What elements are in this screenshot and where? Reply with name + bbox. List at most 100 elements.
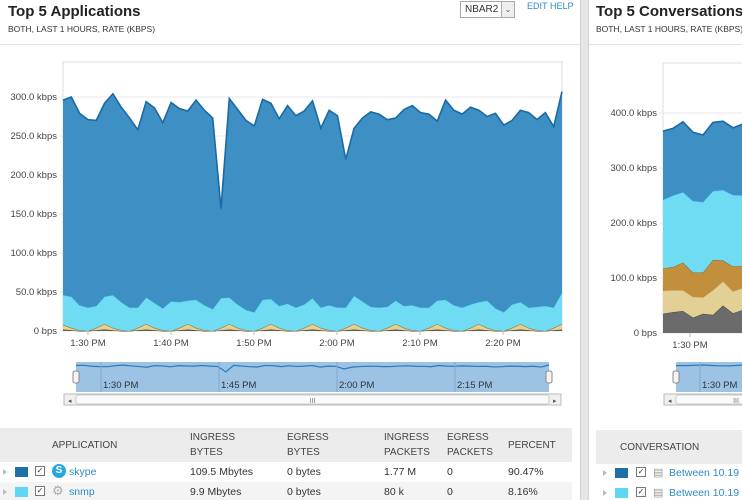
x-tick-label: 2:10 PM xyxy=(402,338,437,349)
navigator-handle[interactable] xyxy=(672,370,680,384)
scrollbar-grip-icon: III xyxy=(310,398,316,405)
table-row: ✓ ⚙ snmp 9.9 Mbytes 0 bytes 80 k 0 8.16% xyxy=(0,482,572,500)
y-tick-label: 300.0 kbps xyxy=(11,92,58,103)
col-ingress-packets[interactable]: INGRESS PACKETS xyxy=(384,430,430,460)
scroll-left-arrow-icon[interactable]: ◂ xyxy=(668,398,672,405)
expand-icon[interactable] xyxy=(603,470,607,476)
navigator-label: 2:00 PM xyxy=(339,380,374,391)
y-tick-label: 150.0 kbps xyxy=(11,209,58,220)
navigator-label: 1:30 PM xyxy=(103,380,138,391)
panel-title: Top 5 Applications xyxy=(8,3,141,20)
navigator-area xyxy=(676,362,742,392)
series-area-series-2 xyxy=(63,323,562,331)
panel-subtitle: BOTH, LAST 1 HOURS, RATE (KBPS) xyxy=(596,24,742,34)
percent: 8.16% xyxy=(508,486,538,498)
y-tick-label: 400.0 kbps xyxy=(611,108,658,119)
y-tick-label: 200.0 kbps xyxy=(611,218,658,229)
series-line xyxy=(62,91,563,209)
header-line: BYTES xyxy=(287,447,320,458)
series-line xyxy=(662,120,742,136)
x-tick-label: 2:20 PM xyxy=(485,338,520,349)
table-header: CONVERSATION xyxy=(596,430,742,464)
scroll-right-arrow-icon[interactable]: ▸ xyxy=(553,398,557,405)
col-application[interactable]: APPLICATION xyxy=(52,440,118,451)
scroll-left-arrow-icon[interactable]: ◂ xyxy=(68,398,72,405)
select-value: NBAR2 xyxy=(465,4,499,15)
series-area-series-1 xyxy=(663,305,742,333)
y-tick-label: 250.0 kbps xyxy=(11,131,58,142)
scrollbar-grip-icon: III xyxy=(733,398,739,405)
ingress-bytes: 9.9 Mbytes xyxy=(190,486,242,498)
app-name-link[interactable]: skype xyxy=(69,466,97,478)
applications-chart[interactable]: 0 bps 50.0 kbps 100.0 kbps 150.0 kbps 200.0 … xyxy=(0,0,580,420)
color-swatch xyxy=(15,487,28,497)
scrollbar-thumb[interactable] xyxy=(675,394,742,405)
chevron-down-icon: ⌄ xyxy=(501,2,514,17)
row-checkbox[interactable]: ✓ xyxy=(35,486,45,496)
navigator-label: 1:45 PM xyxy=(221,380,256,391)
conversation-link[interactable]: Between 10.19 xyxy=(669,487,740,499)
y-tick-label: 300.0 kbps xyxy=(611,163,658,174)
percent: 90.47% xyxy=(508,466,544,478)
color-swatch xyxy=(615,488,628,498)
header-line: EGRESS xyxy=(287,432,329,443)
navigator-line xyxy=(75,364,550,373)
color-swatch xyxy=(15,467,28,477)
conversation-link[interactable]: Between 10.19 xyxy=(669,467,740,479)
scrollbar-thumb[interactable] xyxy=(75,394,550,405)
conversation-icon: ▤ xyxy=(653,467,664,479)
expand-icon[interactable] xyxy=(3,469,7,475)
app-name-link[interactable]: snmp xyxy=(69,486,95,498)
ingress-packets: 80 k xyxy=(384,486,404,498)
series-area-series-3 xyxy=(663,259,742,298)
edit-link[interactable]: EDIT xyxy=(527,1,548,11)
table-header: APPLICATION INGRESS BYTES EGRESS BYTES ING… xyxy=(0,428,572,462)
header-line: INGRESS xyxy=(384,432,430,443)
egress-bytes: 0 bytes xyxy=(287,466,321,478)
col-ingress-bytes[interactable]: INGRESS BYTES xyxy=(190,430,235,460)
navigator-handle[interactable] xyxy=(545,370,553,384)
y-tick-label: 50.0 kbps xyxy=(16,287,57,298)
gear-icon: ⚙ xyxy=(52,483,64,498)
x-tick-label: 2:00 PM xyxy=(319,338,354,349)
top-applications-panel: Top 5 Applications BOTH, LAST 1 HOURS, R… xyxy=(0,0,580,500)
conversation-icon: ▤ xyxy=(653,487,664,499)
panel-splitter[interactable] xyxy=(580,0,589,500)
expand-icon[interactable] xyxy=(603,490,607,496)
nbar-select[interactable]: NBAR2 ⌄ xyxy=(460,1,515,18)
col-egress-packets[interactable]: EGRESS PACKETS xyxy=(447,430,493,460)
top-conversations-panel: Top 5 Conversations BOTH, LAST 1 HOURS, … xyxy=(589,0,742,500)
y-tick-label: 200.0 kbps xyxy=(11,170,58,181)
col-percent[interactable]: PERCENT xyxy=(508,440,556,451)
series-area-skype xyxy=(63,91,562,313)
navigator-label: 2:15 PM xyxy=(457,380,492,391)
egress-packets: 0 xyxy=(447,486,453,498)
series-area-series-5 xyxy=(663,121,742,203)
col-egress-bytes[interactable]: EGRESS BYTES xyxy=(287,430,329,460)
x-tick-label: 1:30 PM xyxy=(70,338,105,349)
y-tick-label: 0 bps xyxy=(634,328,657,339)
color-swatch xyxy=(615,468,628,478)
col-conversation[interactable]: CONVERSATION xyxy=(620,442,700,453)
conversations-chart[interactable]: 0 bps 100.0 kbps 200.0 kbps 300.0 kbps 400.0… xyxy=(589,0,742,420)
egress-packets: 0 xyxy=(447,466,453,478)
help-link[interactable]: HELP xyxy=(550,1,574,11)
x-tick-label: 1:40 PM xyxy=(153,338,188,349)
header-line: INGRESS xyxy=(190,432,236,443)
series-area-series-4 xyxy=(663,190,742,273)
table-row: ✓ ▤ Between 10.19 xyxy=(589,483,742,500)
divider xyxy=(589,44,742,45)
header-line: PACKETS xyxy=(384,447,430,458)
y-tick-label: 0 bps xyxy=(34,326,57,337)
y-tick-label: 100.0 kbps xyxy=(11,248,58,259)
table-row: ✓ S skype 109.5 Mbytes 0 bytes 1.77 M 0 … xyxy=(0,462,572,482)
row-checkbox[interactable]: ✓ xyxy=(636,467,646,477)
row-checkbox[interactable]: ✓ xyxy=(636,487,646,497)
expand-icon[interactable] xyxy=(3,489,7,495)
row-checkbox[interactable]: ✓ xyxy=(35,466,45,476)
navigator-handle[interactable] xyxy=(72,370,80,384)
header-line: PACKETS xyxy=(447,447,493,458)
navigator-label: 1:30 PM xyxy=(702,380,737,391)
header-line: EGRESS xyxy=(447,432,489,443)
header-line: BYTES xyxy=(190,447,223,458)
